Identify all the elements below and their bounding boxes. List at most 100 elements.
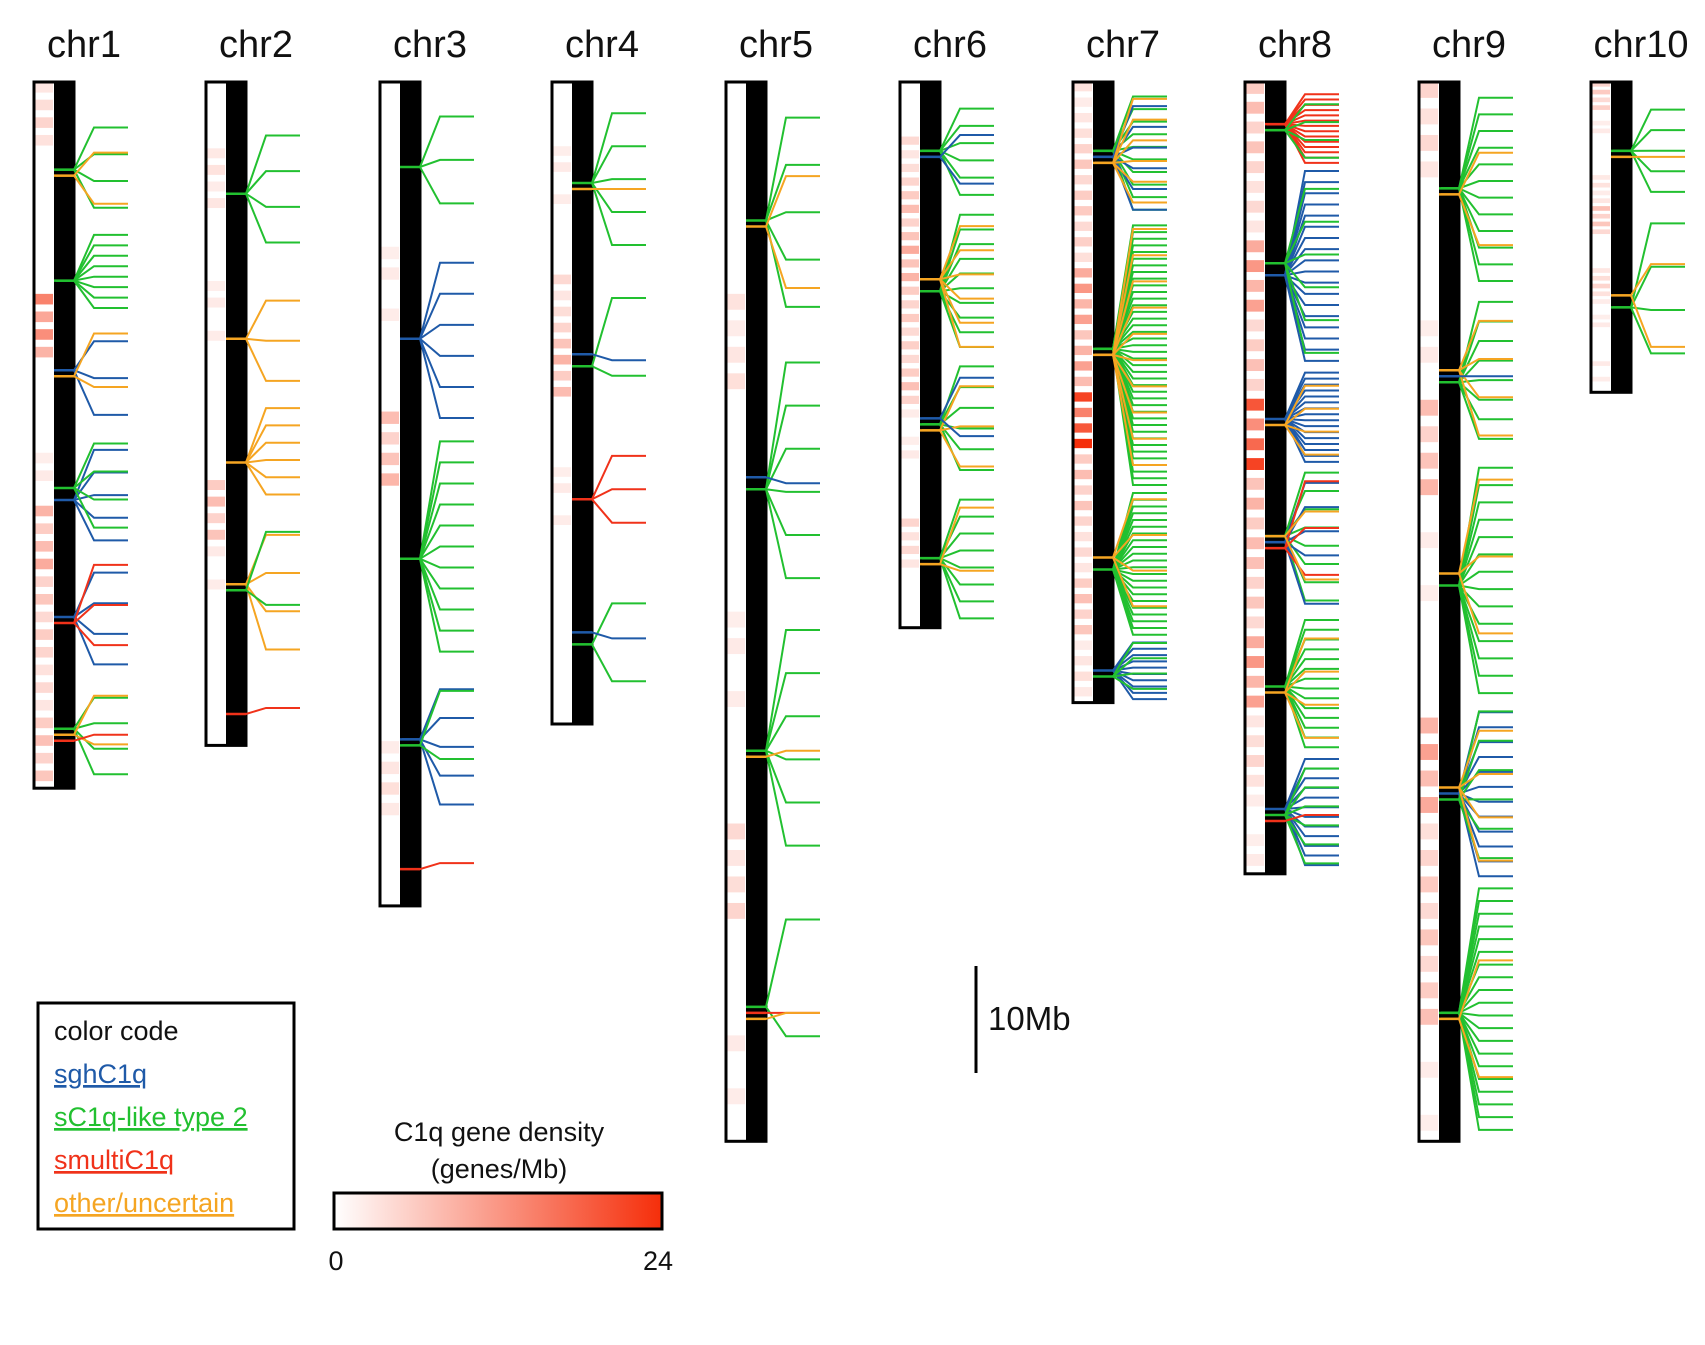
chr9-density-band <box>1420 452 1438 469</box>
chr1-density-band <box>35 735 53 746</box>
chr1-density-band <box>35 646 53 658</box>
chr3-arm <box>400 82 420 906</box>
chr8-density-band <box>1246 398 1264 411</box>
chr6-density-band <box>901 327 919 336</box>
chr7-density-band <box>1074 687 1092 697</box>
density-colorbar: C1q gene density (genes/Mb) 0 24 <box>328 1117 673 1276</box>
chr10-density-band <box>1592 175 1610 180</box>
chr10-density-band <box>1592 268 1610 273</box>
chr7-density-band <box>1074 159 1092 169</box>
chr5-arm <box>746 82 766 1142</box>
chr8-density-band <box>1246 834 1264 847</box>
chr9-density-band <box>1420 717 1438 734</box>
chr7-density-band <box>1074 578 1092 588</box>
chr10-density-band <box>1592 376 1610 382</box>
chr2-density-band <box>207 297 225 308</box>
chr2-density-band <box>207 496 225 507</box>
chr9-density-band <box>1420 426 1438 443</box>
chr5-density-band <box>727 293 745 310</box>
chr9-outline <box>1417 80 1461 1143</box>
chr5-density-band <box>727 638 745 655</box>
chr6-density-band <box>901 559 919 568</box>
chr3-density-track <box>380 82 400 906</box>
chr8-label: chr8 <box>1258 24 1332 66</box>
chr9-density-band <box>1420 399 1438 416</box>
chr1-density-band <box>35 664 53 676</box>
chr7-density-band <box>1074 252 1092 262</box>
chr7-density-band <box>1074 299 1092 309</box>
chr4-density-band <box>553 515 571 525</box>
chr8-outline <box>1243 80 1287 876</box>
chr1-density-band <box>35 523 53 534</box>
chr9-density-band <box>1420 320 1438 337</box>
chr7-density-band <box>1074 423 1092 433</box>
chr7-density-band <box>1074 330 1092 340</box>
chr9-density-band <box>1420 1008 1438 1025</box>
chr8-density-band <box>1246 121 1264 134</box>
chr1-density-band <box>35 134 53 146</box>
chr10-density-band <box>1592 182 1610 188</box>
chr3-density-band <box>381 267 399 280</box>
chr8-density-band <box>1246 656 1264 668</box>
chr10-density-band <box>1592 128 1610 134</box>
chr8-density-band <box>1246 279 1264 292</box>
chromosome-panel: chr1 chr2 chr3 chr4 chr5 chr6 chr7 chr8 chr9 chr1… <box>32 24 1689 1143</box>
chr5-density-band <box>727 611 745 628</box>
chr8-density-band <box>1246 220 1264 233</box>
chr6-density-band <box>901 272 919 282</box>
chr9-density-band <box>1420 134 1438 151</box>
chr1-label: chr1 <box>47 24 121 66</box>
chr7-outline <box>1071 80 1115 705</box>
legend-entry-smultic1q: smultiC1q <box>54 1145 174 1175</box>
chr7-density-band <box>1074 144 1092 154</box>
chr8-density-band <box>1246 438 1264 451</box>
chr6-density-band <box>901 518 919 527</box>
chr5-density-band <box>727 823 745 840</box>
chr8-density-band <box>1246 161 1264 174</box>
chr9-density-band <box>1420 161 1438 178</box>
chr3-density-band <box>381 802 399 816</box>
chr6-density-band <box>901 177 919 186</box>
chr6-density-band <box>901 368 919 377</box>
chr2-density-band <box>207 480 225 490</box>
chr2-arm <box>226 82 246 746</box>
chr6-density-band <box>901 409 919 418</box>
chr2-density-band <box>207 330 225 341</box>
chr7-density-band <box>1074 516 1092 526</box>
chr9-arm <box>1439 82 1459 1142</box>
chr9-density-band <box>1420 1061 1438 1078</box>
chr8-arm <box>1265 82 1285 874</box>
chr1-group: chr1 <box>32 24 128 790</box>
chr7-density-band <box>1074 128 1092 138</box>
chr6-density-band <box>901 436 919 445</box>
chr7-group: chr7 <box>1071 24 1167 705</box>
chr5-density-band <box>727 876 745 893</box>
chr10-arm <box>1611 82 1631 393</box>
chr5-density-band <box>727 346 745 363</box>
chr9-density-band <box>1420 849 1438 866</box>
chr9-density-band <box>1420 955 1438 972</box>
chr8-density-band <box>1246 794 1264 807</box>
chr9-density-band <box>1420 902 1438 919</box>
chr4-density-band <box>553 338 571 349</box>
chr1-density-band <box>35 717 53 729</box>
chr4-density-band <box>553 290 571 301</box>
chr6-density-band <box>901 218 919 227</box>
chr1-density-band <box>35 576 53 587</box>
chr7-density-band <box>1074 454 1092 464</box>
chr7-density-band <box>1074 547 1092 557</box>
chr4-density-band <box>553 146 571 156</box>
chr5-label: chr5 <box>739 24 813 66</box>
legend-entry-sc1q-like-type-2: sC1q-like type 2 <box>54 1102 248 1132</box>
chr10-density-band <box>1592 82 1610 87</box>
chr10-density-band <box>1592 206 1610 211</box>
chr6-density-band <box>901 191 919 200</box>
chr7-density-band <box>1074 237 1092 247</box>
chr8-density-band <box>1246 458 1264 470</box>
chr5-density-band <box>727 849 745 866</box>
chr10-density-band <box>1592 283 1610 289</box>
density-gradient-bar <box>332 1191 664 1231</box>
chr6-density-band <box>901 545 919 555</box>
chr4-density-track <box>552 82 572 724</box>
chr7-density-band <box>1074 671 1092 681</box>
